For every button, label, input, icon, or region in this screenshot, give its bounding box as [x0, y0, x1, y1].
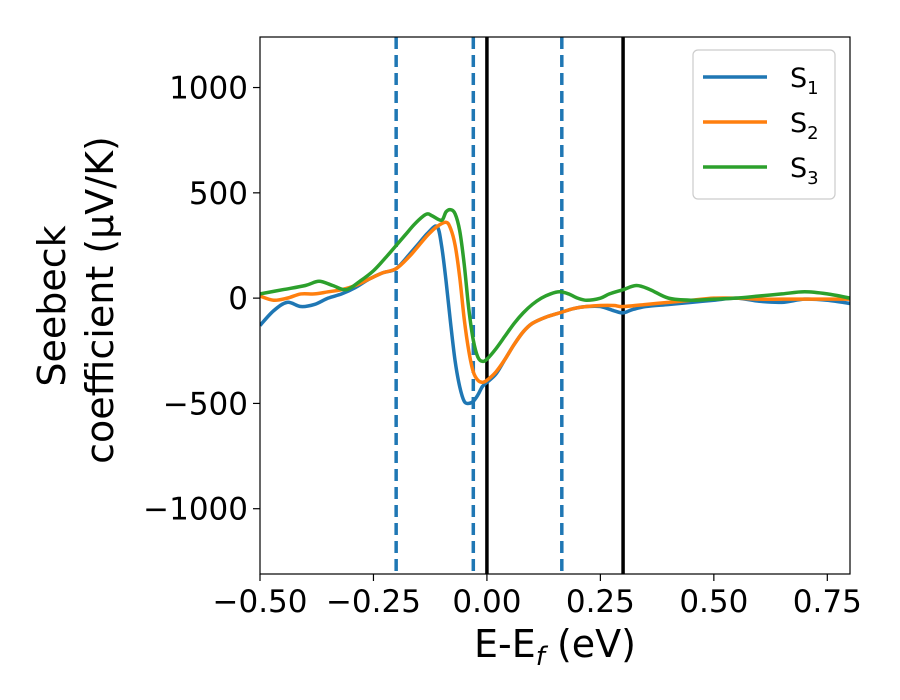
data-series [260, 207, 850, 406]
plot-frame [259, 36, 851, 575]
x-axis-title: E-Ef (eV) [474, 622, 636, 672]
y-tick-label: −1000 [143, 492, 248, 528]
y-axis: 1000 500 0 −500 −1000 [143, 71, 260, 528]
legend-label-s3: S3 [790, 153, 819, 189]
x-tick-label: 0.00 [452, 584, 521, 620]
y-tick-label: 500 [189, 176, 248, 212]
x-tick-label: 0.50 [679, 584, 748, 620]
x-tick-label: −0.25 [326, 584, 421, 620]
y-axis-title: Seebeck coefficient (μV/K) [30, 136, 122, 464]
x-tick-label: 0.75 [793, 584, 862, 620]
series-line-s2 [260, 220, 850, 385]
y-tick-label: 1000 [169, 71, 248, 107]
legend-label-s2: S2 [790, 108, 819, 144]
legend-label-s1: S1 [790, 63, 819, 99]
x-tick-label: 0.25 [566, 584, 635, 620]
x-tick-label: −0.50 [213, 584, 308, 620]
series-line-s3 [260, 207, 850, 364]
y-axis-title-line2: coefficient (μV/K) [78, 136, 122, 464]
legend-box [692, 49, 836, 200]
y-tick-label: 0 [228, 281, 248, 317]
y-axis-title-line1: Seebeck [30, 225, 74, 386]
legend: S1 S2 S3 [692, 49, 836, 200]
x-axis: −0.50 −0.25 0.00 0.25 0.50 0.75 [213, 574, 862, 620]
y-tick-label: −500 [163, 386, 248, 422]
